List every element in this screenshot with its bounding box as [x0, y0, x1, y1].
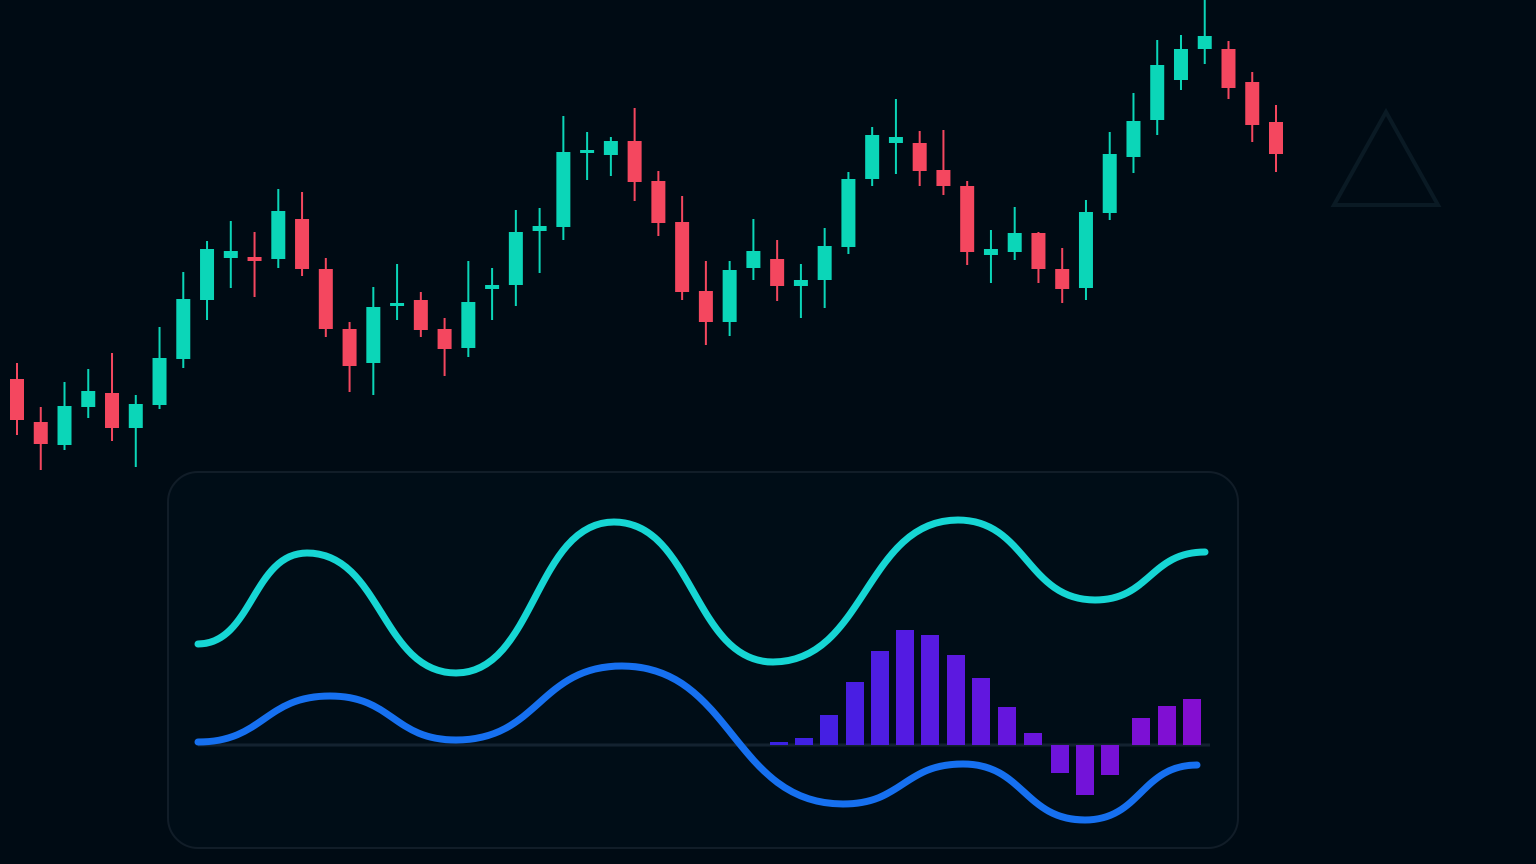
candle-body	[152, 358, 167, 405]
histogram-bar	[998, 707, 1016, 745]
candle-body	[698, 291, 713, 322]
histogram-bar	[1024, 733, 1042, 745]
candle-body	[128, 404, 143, 428]
candle-body	[983, 249, 998, 255]
histogram-bar	[947, 655, 965, 745]
candle-body	[1055, 269, 1070, 289]
histogram-bar	[1076, 745, 1094, 795]
candle-body	[295, 219, 310, 269]
histogram-bar	[795, 738, 813, 745]
candle-body	[1078, 212, 1093, 288]
candle-body	[746, 251, 761, 268]
candle-body	[10, 379, 24, 420]
candle-body	[200, 249, 215, 300]
candle-body	[57, 406, 72, 445]
candle-body	[1197, 36, 1212, 49]
candle-body	[912, 143, 927, 171]
candle-body	[1150, 65, 1165, 120]
candle-body	[841, 179, 856, 247]
candle-body	[1031, 233, 1046, 269]
candle-body	[1102, 154, 1117, 213]
candle-body	[105, 393, 120, 428]
candle-body	[318, 269, 333, 329]
candle-body	[271, 211, 286, 259]
histogram-bar	[770, 742, 788, 745]
candle-body	[960, 186, 975, 252]
candle-body	[936, 170, 951, 186]
candle-body	[817, 246, 832, 280]
indicator-line	[194, 516, 1209, 677]
candle-body	[33, 422, 48, 444]
histogram-bar	[896, 630, 914, 745]
histogram-bar	[1183, 699, 1201, 745]
candle-body	[888, 137, 903, 143]
histogram-bar	[1101, 745, 1119, 775]
candle-body	[508, 232, 523, 285]
histogram-bar	[846, 682, 864, 745]
candle-body	[247, 257, 262, 261]
candle-body	[865, 135, 880, 179]
candle-body	[580, 150, 595, 153]
candle-body	[1221, 49, 1236, 88]
histogram-bar	[921, 635, 939, 745]
candle-body	[793, 280, 808, 286]
candle-body	[461, 302, 476, 348]
candle-body	[81, 391, 96, 407]
candle-body	[1173, 49, 1188, 80]
candle-body	[675, 222, 690, 292]
candle-body	[366, 307, 381, 363]
candle-body	[603, 141, 618, 155]
candle-body	[1007, 233, 1022, 252]
candle-body	[651, 181, 666, 223]
candle-body	[1245, 82, 1260, 125]
decor-triangle	[1330, 107, 1442, 207]
candle-body	[1126, 121, 1141, 157]
candle-body	[485, 285, 500, 289]
candle-body	[722, 270, 737, 322]
histogram-bar	[1051, 745, 1069, 773]
candle-body	[342, 329, 357, 366]
histogram-bar	[871, 651, 889, 745]
candle-body	[390, 303, 405, 306]
indicator-line	[194, 662, 1201, 824]
candle-body	[1269, 122, 1283, 154]
candle-body	[770, 259, 785, 286]
candle-body	[556, 152, 571, 227]
indicator-panel	[167, 471, 1239, 849]
candle-body	[627, 141, 642, 182]
histogram-bar	[1132, 718, 1150, 745]
histogram-bar	[820, 715, 838, 745]
candle-body	[223, 251, 238, 258]
histogram-bar	[972, 678, 990, 745]
candle-body	[437, 329, 452, 349]
candle-body	[413, 300, 428, 330]
candle-body	[532, 226, 547, 231]
candle-body	[176, 299, 191, 359]
histogram-bar	[1158, 706, 1176, 745]
